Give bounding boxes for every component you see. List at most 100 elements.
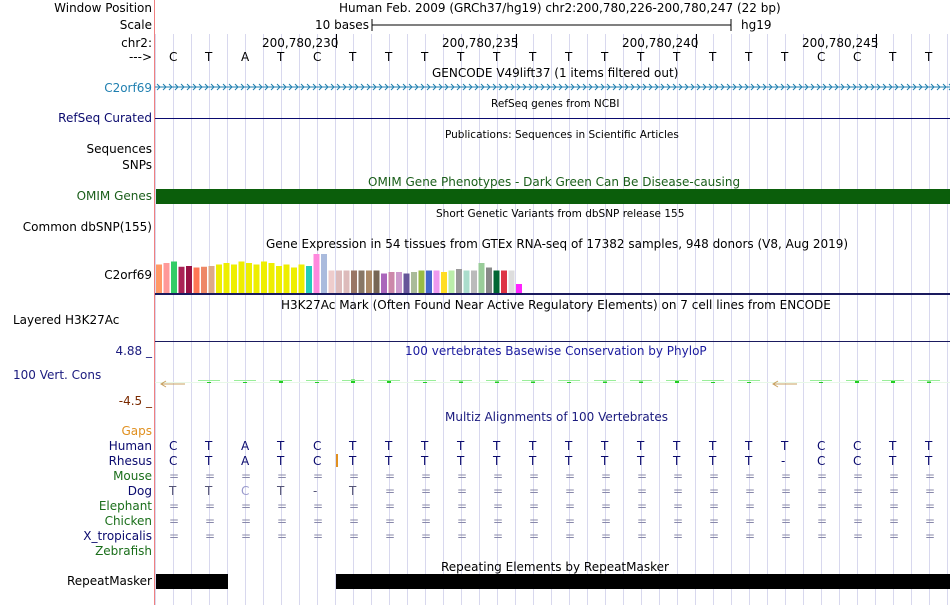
- strand-arrow: [612, 83, 617, 91]
- alignment-base: T: [169, 484, 177, 498]
- gtex-tissue-bar: [291, 267, 297, 293]
- strand-arrow: [930, 83, 935, 91]
- gencode-gene-feature[interactable]: [155, 82, 950, 92]
- alignment-base: =: [637, 529, 648, 543]
- strand-arrow: [468, 83, 473, 91]
- strand-arrow: [906, 83, 911, 91]
- alignment-base: =: [493, 514, 504, 528]
- cons-score-bar: [387, 380, 391, 383]
- strand-arrow: [486, 83, 491, 91]
- chr-label: chr2:: [121, 36, 152, 50]
- alignment-base: C: [817, 439, 826, 453]
- strand-arrow: [210, 83, 215, 91]
- refseq-gene-feature[interactable]: [155, 118, 950, 119]
- cons-track-label[interactable]: 100 Vert. Cons: [13, 368, 102, 382]
- alignment-base: =: [493, 469, 504, 483]
- cons-score-bar: [891, 381, 895, 383]
- alignment-base: =: [349, 514, 360, 528]
- alignment-base: =: [493, 499, 504, 513]
- alignment-base: =: [313, 529, 324, 543]
- h3k27ac-track-label[interactable]: Layered H3K27Ac: [13, 313, 120, 327]
- repeatmasker-track-label[interactable]: RepeatMasker: [66, 574, 152, 588]
- strand-arrow: [768, 83, 773, 91]
- alignment-base: T: [565, 439, 573, 453]
- gaps-label[interactable]: Gaps: [121, 424, 152, 438]
- alignment-base: =: [529, 499, 540, 513]
- alignment-base: =: [673, 499, 684, 513]
- gtex-tissue-bar: [336, 270, 342, 293]
- species-dog[interactable]: Dog: [127, 484, 152, 498]
- strand-arrow: [600, 83, 605, 91]
- alignment-base: =: [421, 499, 432, 513]
- species-rhesus[interactable]: Rhesus: [108, 454, 152, 468]
- refseq-track-label[interactable]: RefSeq Curated: [58, 111, 152, 125]
- sequences-track-label[interactable]: Sequences: [86, 142, 152, 156]
- gtex-tissue-bar: [186, 266, 192, 293]
- species-chicken[interactable]: Chicken: [104, 514, 152, 528]
- alignment-base: T: [709, 454, 717, 468]
- alignment-base: =: [889, 499, 900, 513]
- strand-arrow: [180, 83, 185, 91]
- tick-label-3: 200,780,240: [622, 36, 699, 50]
- strand-arrow: [294, 83, 299, 91]
- alignment-base: =: [277, 529, 288, 543]
- cons-track-title: 100 vertebrates Basewise Conservation by…: [405, 344, 707, 358]
- alignment-base: -: [781, 454, 786, 468]
- strand-arrow: [876, 83, 881, 91]
- alignment-base: =: [817, 484, 828, 498]
- strand-arrow: [522, 83, 527, 91]
- strand-arrow: [846, 83, 851, 91]
- species-zebrafish[interactable]: Zebrafish: [95, 544, 152, 558]
- omim-track-label[interactable]: OMIM Genes: [76, 189, 152, 203]
- gtex-tissue-bar: [471, 270, 477, 293]
- snps-track-label[interactable]: SNPs: [122, 158, 152, 172]
- strand-arrow: [504, 83, 509, 91]
- alignment-base: =: [421, 514, 432, 528]
- base-letter: C: [169, 50, 178, 64]
- repeat-element-2[interactable]: [336, 574, 950, 589]
- cons-score-bar: [315, 382, 319, 383]
- species-x-tropicalis[interactable]: X_tropicalis: [83, 529, 152, 543]
- alignment-base: =: [637, 514, 648, 528]
- cons-score-bar: [207, 382, 211, 383]
- assembly-name: hg19: [741, 18, 772, 32]
- species-human[interactable]: Human: [108, 439, 152, 453]
- species-mouse[interactable]: Mouse: [113, 469, 152, 483]
- gtex-tissue-bar: [478, 263, 485, 293]
- gtex-expression-bars[interactable]: [155, 248, 950, 293]
- alignment-base: T: [457, 454, 465, 468]
- alignment-base: T: [925, 454, 933, 468]
- strand-arrow: [498, 83, 503, 91]
- strand-arrow: [474, 83, 479, 91]
- alignment-base: =: [601, 484, 612, 498]
- repeat-element-1[interactable]: [156, 574, 228, 589]
- gtex-tissue-bar: [463, 270, 470, 293]
- omim-gene-feature[interactable]: [156, 189, 950, 204]
- strand-arrow: [840, 83, 845, 91]
- dbsnp-track-label[interactable]: Common dbSNP(155): [22, 220, 152, 234]
- track-image[interactable]: Human Feb. 2009 (GRCh37/hg19) chr2:200,7…: [155, 0, 950, 605]
- strand-arrow: [810, 83, 815, 91]
- alignment-base: T: [421, 454, 429, 468]
- species-elephant[interactable]: Elephant: [98, 499, 152, 513]
- tick-mark-2: [516, 34, 517, 48]
- alignment-base: =: [889, 514, 900, 528]
- alignment-base: =: [277, 499, 288, 513]
- gtex-track-label[interactable]: C2orf69: [104, 268, 152, 282]
- gencode-track-label[interactable]: C2orf69: [104, 81, 152, 95]
- alignment-base: =: [457, 469, 468, 483]
- base-letter: T: [385, 50, 393, 64]
- alignment-base: =: [313, 499, 324, 513]
- alignment-base: =: [313, 514, 324, 528]
- alignment-base: =: [493, 529, 504, 543]
- strand-arrow: [426, 83, 431, 91]
- alignment-base: A: [241, 454, 250, 468]
- alignment-base: T: [889, 439, 897, 453]
- alignment-base: =: [817, 469, 828, 483]
- gtex-track-title: Gene Expression in 54 tissues from GTEx …: [266, 237, 849, 251]
- strand-arrow: [348, 83, 353, 91]
- base-letter: C: [817, 50, 826, 64]
- strand-arrow: [516, 83, 521, 91]
- strand-arrow: [216, 83, 221, 91]
- conservation-plot[interactable]: [155, 350, 950, 410]
